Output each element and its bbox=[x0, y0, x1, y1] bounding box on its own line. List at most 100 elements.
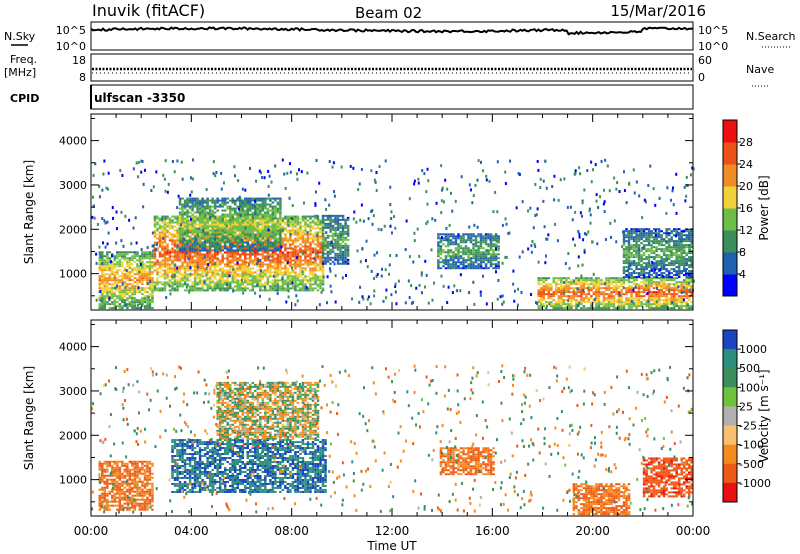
power-cell bbox=[206, 247, 209, 250]
power-cell bbox=[309, 259, 312, 262]
power-cell bbox=[226, 265, 229, 268]
power-cell bbox=[106, 291, 109, 294]
power-cell bbox=[301, 279, 305, 282]
power-cell bbox=[181, 211, 184, 214]
power-cell bbox=[542, 293, 545, 296]
power-cell bbox=[111, 269, 114, 272]
power-cell bbox=[630, 268, 633, 271]
power-cell bbox=[452, 241, 455, 244]
power-cell bbox=[637, 297, 641, 300]
power-cell bbox=[479, 259, 483, 262]
power-cell bbox=[211, 255, 214, 258]
noise-search-label: N.Search bbox=[746, 30, 796, 43]
power-cell bbox=[667, 297, 671, 300]
power-cell bbox=[314, 261, 317, 264]
power-cell bbox=[216, 265, 219, 268]
power-cell bbox=[183, 275, 187, 278]
power-cell bbox=[101, 265, 104, 268]
power-cell bbox=[148, 289, 152, 292]
power-cell bbox=[304, 215, 307, 218]
power-cell bbox=[625, 256, 628, 259]
power-cell bbox=[311, 275, 315, 278]
power-cell bbox=[221, 247, 224, 250]
power-cell bbox=[452, 261, 455, 264]
power-cell bbox=[299, 267, 302, 270]
power-cell bbox=[469, 265, 473, 268]
power-cell bbox=[163, 273, 167, 276]
power-cell bbox=[635, 228, 638, 231]
power-cell bbox=[321, 260, 325, 263]
power-cell bbox=[301, 249, 305, 252]
power-cell bbox=[223, 287, 227, 290]
power-cell bbox=[311, 273, 315, 276]
power-cell bbox=[223, 209, 227, 212]
power-cell bbox=[321, 230, 325, 233]
power-cell bbox=[251, 283, 255, 286]
power-cell bbox=[266, 259, 270, 262]
power-cell bbox=[133, 289, 137, 292]
power-cell bbox=[261, 283, 265, 286]
power-cell bbox=[687, 279, 691, 282]
power-cell bbox=[306, 215, 310, 218]
power-cell bbox=[627, 289, 631, 292]
power-cell bbox=[166, 277, 169, 280]
power-cell bbox=[329, 242, 332, 245]
power-cell bbox=[216, 227, 219, 230]
power-cell bbox=[251, 233, 255, 236]
power-cell bbox=[106, 283, 109, 286]
power-cell bbox=[469, 263, 473, 266]
power-cell bbox=[652, 297, 656, 300]
power-cell bbox=[218, 259, 222, 262]
power-cell bbox=[274, 285, 277, 288]
power-cell bbox=[324, 258, 327, 261]
power-cell bbox=[672, 299, 676, 302]
power-cell bbox=[173, 233, 177, 236]
power-cell bbox=[193, 231, 197, 234]
power-cell bbox=[294, 285, 297, 288]
power-cell bbox=[296, 239, 300, 242]
power-cell bbox=[615, 279, 618, 282]
power-cell bbox=[294, 241, 297, 244]
power-cell bbox=[444, 261, 448, 264]
power-cell bbox=[647, 230, 651, 233]
power-cell bbox=[233, 217, 237, 220]
power-cell bbox=[479, 239, 483, 242]
power-cell bbox=[259, 245, 262, 248]
power-cell bbox=[286, 273, 290, 276]
power-cell bbox=[492, 257, 495, 260]
power-cell bbox=[261, 277, 265, 280]
power-cell bbox=[228, 239, 232, 242]
power-cell bbox=[249, 243, 252, 246]
power-cell bbox=[309, 253, 312, 256]
power-cell bbox=[577, 291, 581, 294]
power-cell bbox=[171, 241, 174, 244]
power-cell bbox=[163, 245, 167, 248]
power-cell bbox=[198, 205, 202, 208]
power-cell bbox=[630, 246, 633, 249]
power-cell bbox=[168, 281, 172, 284]
power-cell bbox=[276, 203, 280, 206]
power-cell bbox=[256, 253, 260, 256]
power-cell bbox=[587, 289, 591, 292]
power-cell bbox=[590, 277, 593, 280]
power-cell bbox=[188, 263, 192, 266]
noise-left-tick-bottom: 10^0 bbox=[56, 40, 86, 53]
power-cell bbox=[304, 229, 307, 232]
power-cell bbox=[289, 263, 292, 266]
power-cell bbox=[113, 275, 117, 278]
power-cell bbox=[201, 243, 204, 246]
power-cell bbox=[211, 257, 214, 260]
power-cell bbox=[627, 277, 631, 280]
power-cell bbox=[218, 279, 222, 282]
power-cell bbox=[279, 209, 282, 212]
power-cell bbox=[279, 253, 282, 256]
power-cell bbox=[211, 205, 214, 208]
power-cell bbox=[206, 245, 209, 248]
power-cell bbox=[274, 243, 277, 246]
power-cell bbox=[625, 266, 628, 269]
power-cell bbox=[555, 301, 558, 304]
power-cell bbox=[276, 211, 280, 214]
power-cell bbox=[128, 275, 132, 278]
power-cell bbox=[193, 265, 197, 268]
power-cell bbox=[635, 248, 638, 251]
